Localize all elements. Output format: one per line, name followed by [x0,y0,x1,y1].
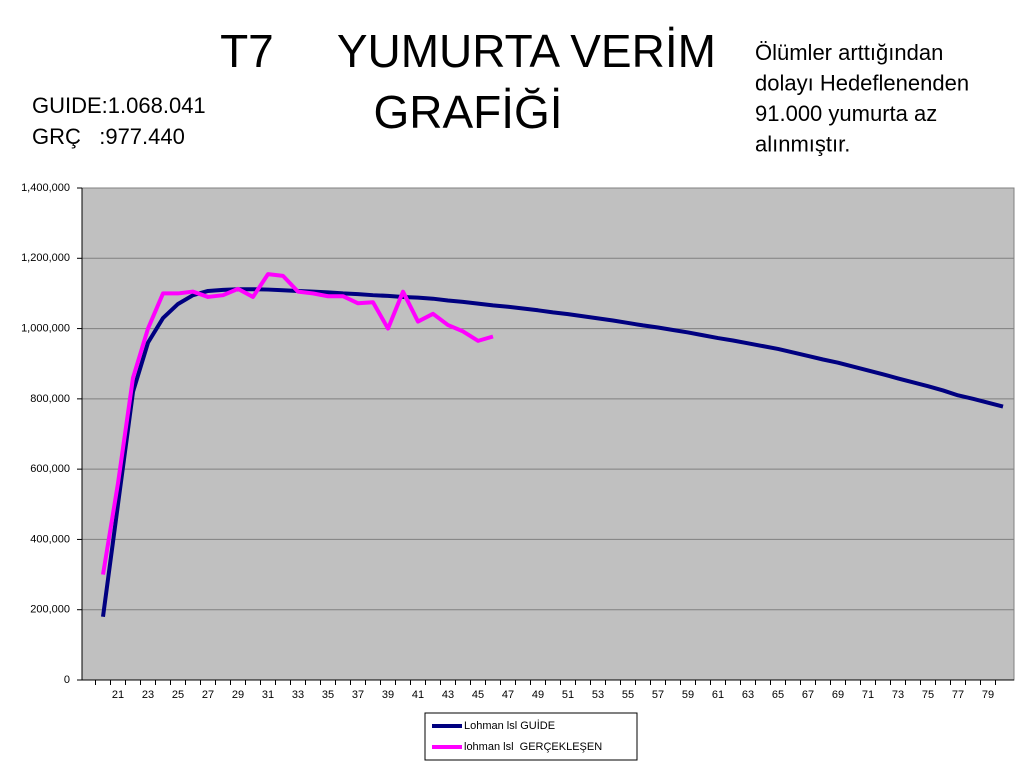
series-line [101,272,494,575]
x-tick-label: 67 [802,689,814,701]
series-line [101,287,1004,618]
x-tick-label: 63 [742,689,754,701]
x-tick-label: 49 [532,689,544,701]
x-tick-label: 57 [652,689,664,701]
y-tick-label: 1,400,000 [21,182,70,194]
x-tick-label: 37 [352,689,364,701]
x-tick-label: 43 [442,689,454,701]
x-tick-label: 73 [892,689,904,701]
x-tick-label: 27 [202,689,214,701]
x-tick-label: 33 [292,689,304,701]
legend-label: lohman lsl GERÇEKLEŞEN [464,741,602,753]
x-tick-label: 31 [262,689,274,701]
y-tick-label: 400,000 [30,533,70,545]
x-tick-label: 79 [982,689,994,701]
x-tick-label: 39 [382,689,394,701]
x-tick-label: 45 [472,689,484,701]
x-tick-label: 29 [232,689,244,701]
x-tick-label: 53 [592,689,604,701]
x-tick-label: 75 [922,689,934,701]
x-tick-label: 71 [862,689,874,701]
summary-text: GUIDE:1.068.041 [32,93,206,118]
y-tick-label: 1,000,000 [21,322,70,334]
x-tick-label: 21 [112,689,124,701]
summary-text: GRÇ :977.440 [32,124,185,149]
x-tick-label: 77 [952,689,964,701]
x-tick-label: 25 [172,689,184,701]
annotation: Ölümler arttığından [755,40,943,65]
chart-title: GRAFİĞİ [373,86,562,138]
x-tick-label: 23 [142,689,154,701]
y-tick-label: 200,000 [30,604,70,616]
annotation: alınmıştır. [755,131,850,156]
chart-title: T7 YUMURTA VERİM [220,25,716,77]
x-tick-label: 55 [622,689,634,701]
x-tick-label: 69 [832,689,844,701]
annotation: 91.000 yumurta az [755,101,937,126]
annotation: dolayı Hedeflenenden [755,70,969,95]
x-tick-label: 35 [322,689,334,701]
plot-area [81,187,1015,681]
y-tick-label: 0 [64,674,70,686]
y-tick-label: 600,000 [30,463,70,475]
x-tick-label: 51 [562,689,574,701]
x-tick-label: 47 [502,689,514,701]
x-tick-label: 59 [682,689,694,701]
x-tick-label: 41 [412,689,424,701]
legend-box [424,712,638,761]
y-tick-label: 800,000 [30,393,70,405]
y-tick-label: 1,200,000 [21,252,70,264]
x-tick-label: 65 [772,689,784,701]
legend-label: Lohman lsl GUİDE [464,719,555,732]
legend: Lohman lsl GUİDE lohman lsl GERÇEKLEŞEN [424,712,638,761]
x-tick-label: 61 [712,689,724,701]
